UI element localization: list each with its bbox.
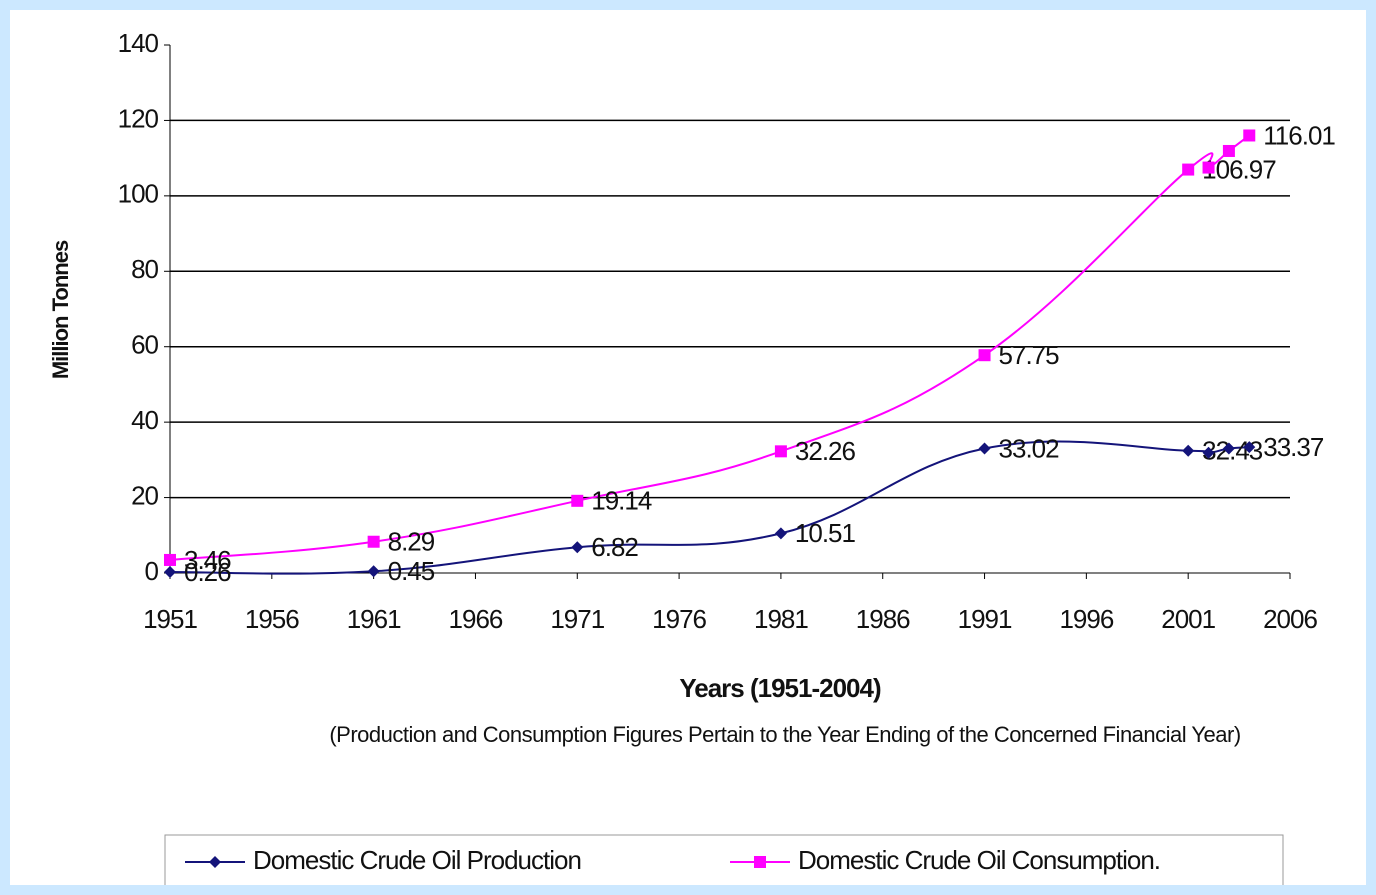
point	[978, 442, 991, 455]
data-label: 32.43	[1202, 436, 1263, 466]
point	[571, 541, 584, 554]
point	[164, 566, 176, 579]
y-tick-label: 0	[145, 556, 159, 586]
point	[754, 856, 766, 868]
point	[367, 535, 380, 548]
point	[1202, 446, 1215, 459]
point	[774, 445, 787, 458]
x-tick-label: 2006	[1263, 604, 1317, 634]
data-label: 0.45	[388, 556, 435, 586]
point	[1222, 442, 1235, 455]
point	[1243, 441, 1256, 454]
point	[1243, 129, 1256, 142]
data-label: 3.46	[184, 545, 231, 575]
page: Million Tonnes Years (1951-2004) 0 20 40 60…	[10, 10, 1366, 885]
x-tick-label: 1971	[550, 604, 604, 634]
data-label: 33.37	[1263, 432, 1324, 462]
y-tick-label: 140	[118, 28, 159, 58]
y-tick-label: 100	[118, 179, 159, 209]
legend-box	[164, 834, 1284, 885]
y-tick-label: 120	[118, 103, 159, 133]
chart: Million Tonnes Years (1951-2004) 0 20 40 60…	[48, 28, 1336, 885]
x-tick-label: 1986	[856, 604, 910, 634]
x-tick-label: 1966	[449, 604, 503, 634]
point	[1182, 444, 1195, 457]
x-tick-label: 1956	[245, 604, 299, 634]
legend-label: Domestic Crude Oil Consumption.	[798, 845, 1160, 875]
y-tick-label: 20	[131, 480, 158, 510]
x-tick-label: 1951	[143, 604, 197, 634]
y-tick-label: 60	[131, 330, 158, 360]
data-label: 106.97	[1202, 154, 1276, 184]
point	[209, 856, 221, 868]
x-tick-label: 1981	[754, 604, 808, 634]
data-label: 8.29	[388, 527, 435, 557]
x-axis-title: Years (1951-2004)	[679, 673, 881, 703]
x-tick-label: 1976	[652, 604, 706, 634]
data-label: 0.26	[184, 557, 231, 587]
data-label: 10.51	[795, 518, 856, 548]
point	[978, 349, 991, 362]
y-axis-title: Million Tonnes	[48, 240, 73, 379]
data-label: 19.14	[591, 486, 652, 516]
y-tick-label: 80	[131, 254, 158, 284]
point	[571, 494, 584, 507]
point	[164, 553, 176, 566]
legend-label: Domestic Crude Oil Production	[253, 845, 581, 875]
point	[1182, 163, 1195, 176]
x-tick-label: 1996	[1059, 604, 1113, 634]
data-label: 32.26	[795, 436, 856, 466]
point	[367, 565, 380, 578]
data-label: 33.02	[999, 433, 1060, 463]
series-line	[169, 134, 1250, 561]
x-tick-label: 1991	[958, 604, 1012, 634]
x-tick-label: 1961	[347, 604, 401, 634]
point	[774, 527, 787, 540]
series-line	[169, 440, 1250, 575]
data-label: 57.75	[999, 340, 1060, 370]
data-label: 6.82	[591, 532, 638, 562]
y-tick-label: 40	[131, 405, 158, 435]
note: (Production and Consumption Figures Pert…	[329, 722, 1241, 747]
x-tick-label: 2001	[1161, 604, 1215, 634]
data-label: 116.01	[1263, 120, 1335, 150]
point	[1222, 144, 1235, 157]
point	[1202, 161, 1215, 174]
